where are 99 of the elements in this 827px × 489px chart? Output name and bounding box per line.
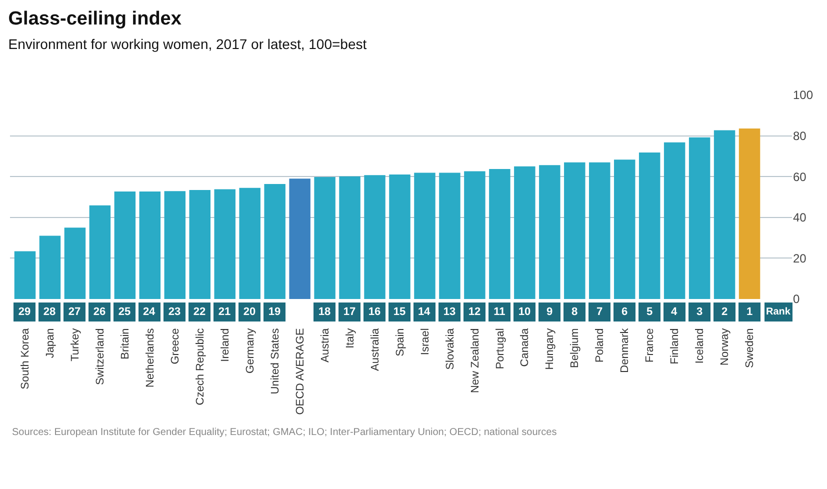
text: 23	[168, 306, 181, 318]
bar	[688, 137, 710, 299]
bar	[389, 174, 410, 299]
x-tick-label: Czech Republic	[194, 328, 206, 406]
x-tick-label: Israel	[419, 328, 432, 356]
text: 15	[393, 306, 406, 318]
text: 9	[546, 306, 553, 318]
bar	[439, 172, 460, 299]
text: 1	[746, 306, 753, 318]
text: Rank	[766, 306, 791, 318]
text: 29	[18, 306, 31, 318]
bar	[264, 184, 286, 299]
text: 28	[43, 306, 56, 318]
x-tick-label: Switzerland	[94, 328, 107, 386]
y-tick-label: 0	[793, 292, 800, 306]
x-tick-label: Netherlands	[144, 328, 156, 388]
x-tick-label: Australia	[369, 327, 382, 371]
text: 20	[243, 306, 256, 318]
bar	[489, 169, 510, 299]
text: 7	[596, 306, 603, 318]
x-tick-label: South Korea	[20, 327, 32, 390]
x-tick-label: Turkey	[70, 328, 82, 362]
bar	[289, 178, 310, 299]
x-tick-label: Iceland	[694, 328, 706, 364]
bar	[214, 189, 236, 299]
text: 11	[494, 306, 506, 318]
x-tick-label: OECD AVERAGE	[294, 328, 306, 415]
bar	[539, 165, 560, 299]
x-tick-label: Germany	[244, 328, 256, 374]
x-tick-label: Hungary	[544, 328, 556, 370]
x-tick-label: Greece	[169, 328, 182, 364]
x-tick-label: Spain	[394, 328, 406, 356]
x-tick-label: Finland	[669, 328, 682, 364]
bar	[239, 188, 260, 299]
text: 8	[571, 306, 578, 318]
text: 13	[443, 306, 456, 318]
text: 10	[518, 306, 531, 318]
y-tick-label: 20	[793, 251, 807, 266]
bar	[514, 166, 536, 299]
bar	[114, 191, 136, 299]
bar	[414, 172, 436, 299]
x-tick-label: Ireland	[219, 328, 232, 362]
bar	[464, 171, 486, 299]
y-tick-label: 100	[793, 88, 814, 102]
x-tick-label: Portugal	[494, 328, 506, 370]
bar	[714, 130, 736, 299]
bar	[614, 160, 636, 299]
text: 24	[142, 306, 156, 318]
bar	[638, 152, 660, 299]
x-tick-label: Denmark	[619, 328, 632, 373]
bar	[14, 251, 36, 299]
text: 18	[318, 306, 331, 318]
x-tick-label: France	[644, 328, 656, 362]
x-tick-label: Canada	[519, 327, 532, 367]
text: 6	[621, 306, 628, 318]
y-tick-label: 40	[793, 210, 807, 225]
text: 2	[721, 306, 728, 318]
text: 19	[268, 306, 281, 318]
text: 17	[343, 306, 356, 318]
x-tick-label: Italy	[344, 328, 356, 348]
x-tick-label: Norway	[719, 328, 732, 366]
x-tick-label: United States	[269, 328, 282, 394]
y-tick-label: 80	[793, 129, 807, 143]
bar	[589, 162, 610, 299]
text: 25	[118, 306, 131, 318]
chart-title: Glass-ceiling index	[8, 8, 182, 30]
x-tick-label: Poland	[594, 328, 606, 362]
chart-subtitle: Environment for working women, 2017 or latest, 100=best	[8, 36, 367, 52]
bar	[738, 128, 760, 299]
text: 27	[68, 306, 81, 318]
x-tick-label: Japan	[44, 328, 57, 358]
source-note: Sources: European Institute for Gender Equality; Eurostat; GMAC; ILO; Inter-Parliamentary Union; OECD; national sources	[12, 427, 557, 438]
bar	[139, 191, 161, 299]
bar	[64, 228, 86, 299]
bar	[314, 177, 336, 299]
bar	[39, 236, 61, 299]
text: 14	[418, 306, 432, 318]
x-tick-label: Sweden	[744, 328, 756, 368]
x-tick-label: New Zealand	[469, 328, 482, 394]
bar	[564, 162, 586, 299]
text: 5	[646, 306, 653, 318]
text: 16	[368, 306, 381, 318]
text: 26	[93, 306, 106, 318]
text: 22	[193, 306, 206, 318]
text: 4	[671, 306, 678, 318]
text: 12	[468, 306, 481, 318]
x-tick-label: Austria	[319, 327, 332, 362]
x-tick-label: Slovakia	[444, 327, 456, 370]
bar	[364, 175, 386, 299]
y-tick-label: 60	[793, 170, 807, 184]
bar	[89, 205, 111, 299]
text: 3	[696, 306, 703, 318]
bar	[339, 176, 360, 299]
x-tick-label: Belgium	[569, 328, 582, 368]
bar	[189, 190, 210, 299]
bar	[164, 191, 186, 299]
text: 21	[218, 306, 231, 318]
bar	[664, 142, 686, 299]
x-tick-label: Britain	[120, 328, 132, 360]
